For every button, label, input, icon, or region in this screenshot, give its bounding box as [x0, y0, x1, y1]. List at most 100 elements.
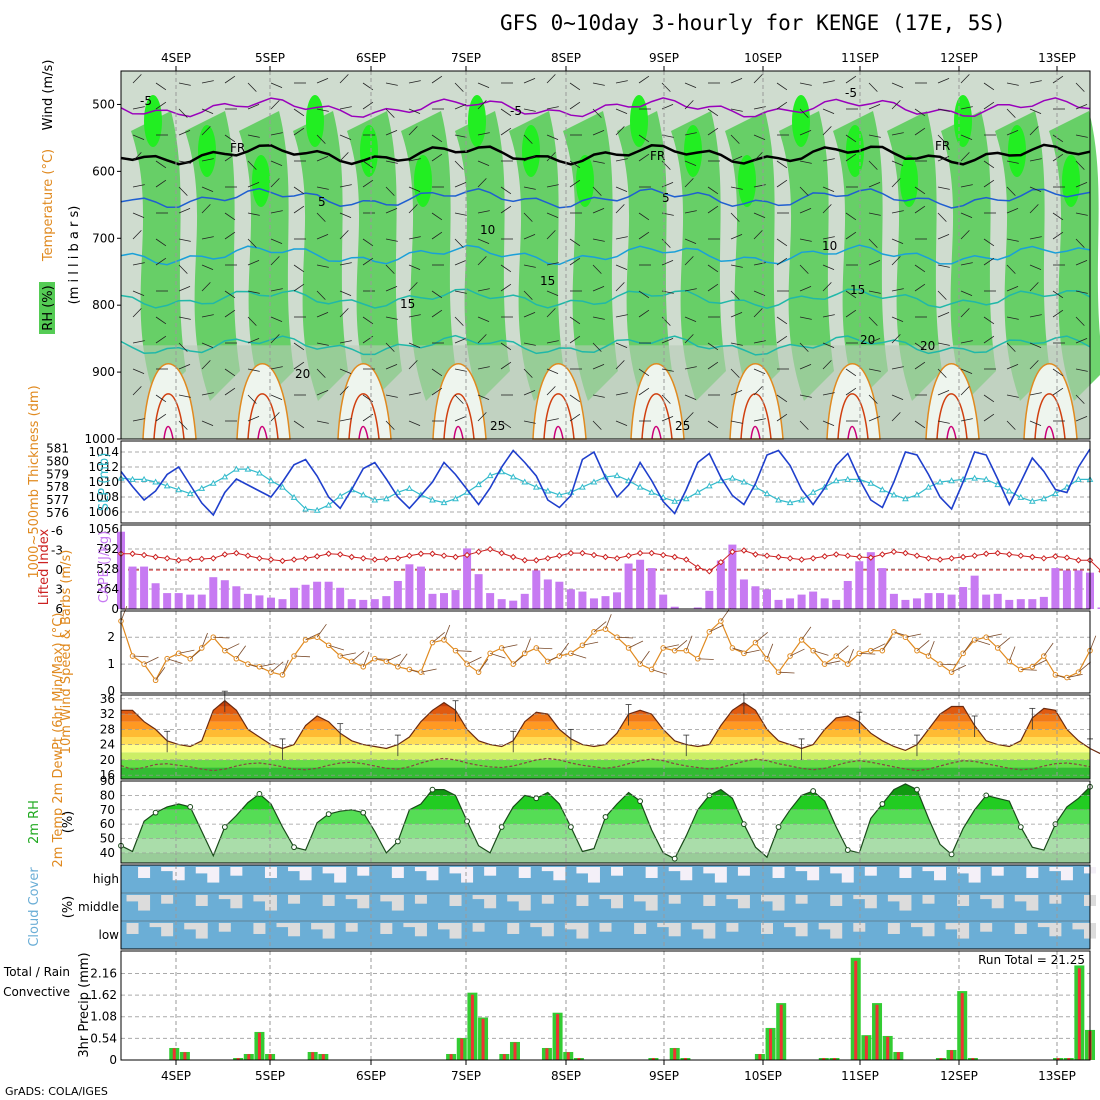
bottom-date-label: 12SEP	[940, 1069, 978, 1083]
thickness-point	[994, 481, 1002, 488]
convective-bar	[1067, 1058, 1071, 1060]
lifted-index-point	[302, 555, 309, 562]
wind-barb	[730, 134, 740, 144]
rh-point	[429, 786, 436, 793]
convective-bar	[651, 1058, 655, 1060]
legend-total-rain: Total / Rain	[3, 965, 70, 979]
cloud-cell	[657, 923, 670, 928]
wind-barb	[1006, 285, 1019, 292]
wind-barb	[155, 179, 167, 188]
wind-barb	[477, 334, 487, 344]
wind-barb	[454, 238, 464, 248]
cloud-row-label: high	[93, 872, 119, 886]
wind-barb	[868, 181, 881, 188]
wind-barb	[799, 363, 812, 370]
wind-barb	[408, 264, 421, 271]
convective-bar	[481, 1018, 485, 1060]
thickness-point	[244, 465, 252, 472]
cloud-cell	[345, 895, 358, 900]
rh-point	[256, 791, 263, 797]
convective-bar	[939, 1058, 943, 1060]
contour-label: FR	[230, 141, 245, 155]
cloud-cell	[507, 923, 520, 934]
contour-label: 10	[480, 223, 495, 237]
rh-point	[152, 809, 159, 816]
wind-barb	[247, 212, 260, 216]
cape-bar	[555, 581, 564, 609]
cloud-cell	[218, 895, 231, 900]
thickness-point	[705, 482, 713, 489]
lifted-index-point	[833, 551, 840, 558]
cloud-cell	[322, 895, 335, 906]
wind-barb	[753, 386, 763, 396]
convective-bar	[886, 1036, 890, 1060]
wind-barb	[224, 212, 236, 221]
wind-barb	[891, 100, 901, 110]
wind-barb	[454, 212, 467, 216]
lifted-index-point	[856, 553, 863, 561]
cape-bar	[716, 560, 725, 609]
wind-barb	[766, 643, 774, 659]
wind-barb	[661, 337, 674, 344]
lifted-index-point	[544, 555, 552, 562]
convective-bar	[545, 1048, 549, 1060]
cape-bar	[266, 597, 275, 609]
rh-saturated-cell	[1062, 155, 1080, 207]
wind-barb	[937, 389, 950, 396]
wind-barb	[914, 108, 926, 117]
wind-barb	[178, 342, 188, 352]
cloud-cell	[668, 923, 681, 937]
wind-barb	[178, 394, 191, 398]
wind-barb	[500, 186, 512, 195]
rh-point	[567, 824, 574, 830]
lifted-index-point	[763, 552, 771, 559]
isotherm-line	[120, 97, 1091, 118]
thickness-point	[1005, 487, 1013, 494]
convective-bar	[896, 1052, 900, 1060]
lifted-index-point	[475, 548, 482, 556]
thickness-point	[809, 488, 817, 495]
cloud-cell	[703, 867, 716, 874]
cape-bar	[1005, 599, 1014, 609]
wind-barb	[776, 101, 788, 110]
wind-barb	[316, 108, 329, 112]
wind-barb	[983, 179, 995, 188]
wind-barb	[178, 285, 191, 292]
wind-barb	[339, 340, 352, 344]
cloud-cell	[553, 867, 566, 881]
wind-barb	[674, 640, 688, 651]
wind-barb	[592, 420, 602, 430]
wind-barb	[569, 394, 581, 403]
cape-bar	[543, 579, 552, 609]
wind-barb	[213, 636, 230, 639]
wind-barb	[845, 212, 857, 221]
cape-bar	[509, 600, 518, 609]
panel-precip: 0 0.54 1.08 1.62 2.16 Run Total = 21.25 3hr Pr…	[3, 950, 1095, 1067]
wind-barb	[730, 368, 740, 378]
cloud-cell	[968, 867, 981, 883]
thickness-point	[382, 495, 390, 502]
cloud-cell	[587, 867, 600, 883]
lifted-index-point	[198, 555, 205, 563]
thickness-point	[879, 486, 886, 493]
cloud-cell	[864, 895, 877, 909]
cape-bar	[163, 593, 172, 609]
wind-barb	[1006, 238, 1019, 242]
wind-barb	[983, 101, 995, 110]
wind-barb	[960, 74, 970, 84]
cloud-cell	[691, 923, 704, 930]
wind-barb	[822, 392, 835, 396]
wind-barb	[639, 650, 650, 665]
lifted-index-point	[890, 548, 898, 556]
thickness-point	[556, 491, 563, 498]
wind-barb	[914, 420, 926, 429]
wind-barb	[454, 394, 464, 404]
thickness-point	[394, 488, 402, 495]
lifted-index-point	[279, 557, 286, 565]
thickness-point	[948, 477, 955, 484]
cloud-cell	[945, 923, 958, 930]
wind-barb	[224, 134, 236, 143]
lifted-index-point	[625, 552, 632, 559]
wind-barb	[201, 342, 214, 349]
